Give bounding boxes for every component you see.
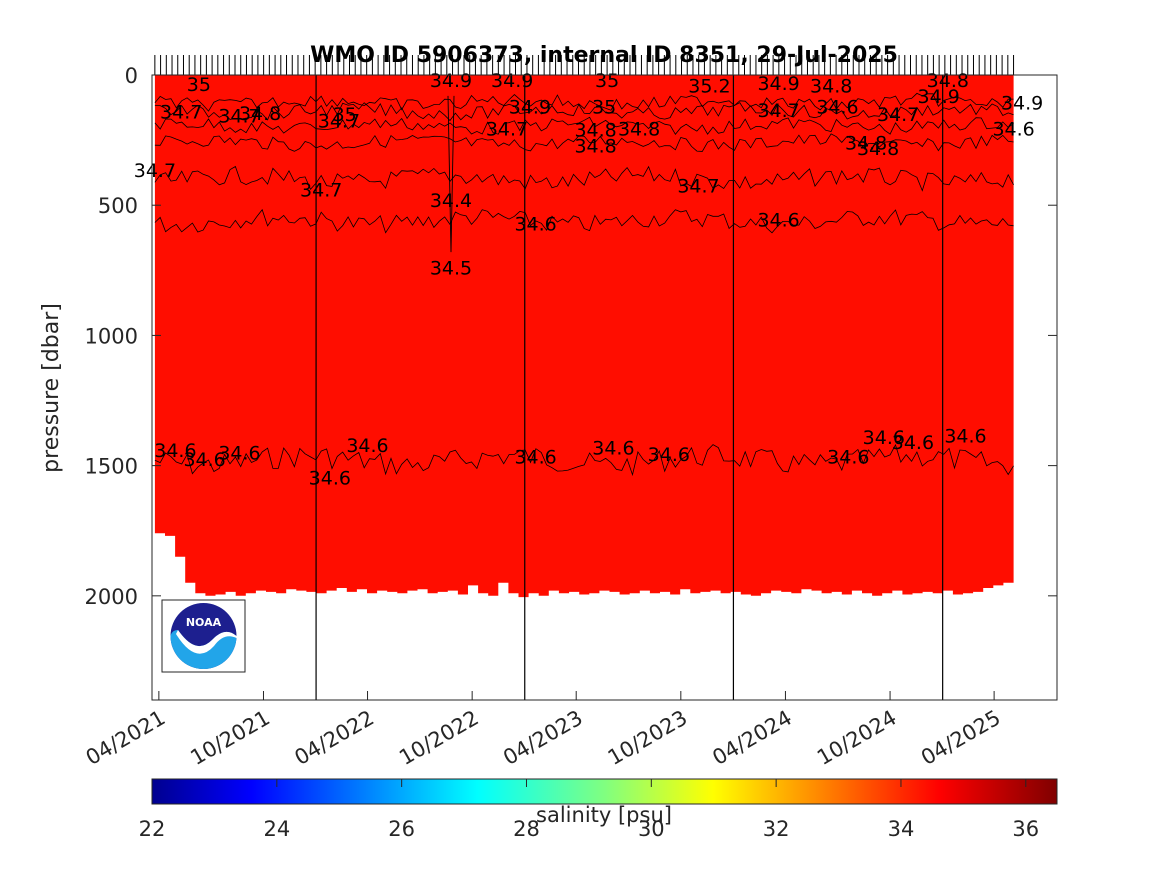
contour-line-35 (154, 92, 1014, 112)
contour-label: 35 (187, 74, 211, 96)
contour-spike (447, 95, 455, 253)
contour-label: 34.9 (509, 96, 551, 118)
contour-label: 34.6 (514, 213, 556, 235)
contour-label: 34.7 (877, 104, 919, 126)
profile-ticks (154, 55, 1015, 75)
contour-lines (154, 92, 1014, 477)
contour-label: 34.5 (430, 258, 472, 280)
contour-label: 34.8 (927, 70, 969, 92)
contour-label: 34.8 (239, 103, 281, 125)
noaa-logo: NOAA (161, 599, 246, 673)
colorbar-label: salinity [psu] (536, 803, 672, 827)
colorbar-tick-label: 36 (1012, 817, 1039, 841)
contour-label: 34.7 (677, 176, 719, 198)
contour-label: 34.6 (514, 447, 556, 469)
y-axis-label: pressure [dbar] (39, 303, 64, 473)
x-tick-label: 10/2023 (604, 706, 692, 770)
y-axis-ticks: 0 500 1000 1500 2000 (85, 64, 1057, 609)
x-tick-label: 10/2021 (186, 706, 274, 770)
contour-label: 34.7 (757, 100, 799, 122)
contour-line-34.8 (154, 133, 1014, 152)
contour-line-34.9 (154, 102, 1014, 122)
colorbar: 22 24 26 28 30 32 34 36 salinity [psu] (139, 778, 1058, 841)
salinity-field (154, 75, 1014, 598)
contour-label: 34.6 (648, 444, 690, 466)
contour-line-34.6 (154, 443, 1014, 477)
y-tick-label: 1000 (85, 324, 138, 348)
contour-label: 34.6 (827, 447, 869, 469)
contour-line-34.6 (154, 208, 1014, 234)
y-tick-label: 500 (98, 194, 138, 218)
x-tick-label: 04/2021 (82, 706, 170, 770)
plot-frame (151, 74, 1058, 701)
colorbar-ticks: 22 24 26 28 30 32 34 36 (139, 779, 1039, 841)
contour-label: 34.6 (816, 96, 858, 118)
contour-label: 34.9 (1001, 92, 1043, 114)
colorbar-gradient (151, 778, 1058, 805)
y-tick-label: 1500 (85, 455, 138, 479)
contour-label: 34.8 (810, 75, 852, 97)
contour-label: 34.7 (160, 102, 202, 124)
contour-label: 34.6 (592, 437, 634, 459)
contour-label: 34.6 (757, 210, 799, 232)
contour-label: 34.4 (430, 190, 472, 212)
colorbar-tick-label: 34 (888, 817, 915, 841)
contour-label: 34.8 (574, 120, 616, 142)
contour-label: 34.6 (944, 426, 986, 448)
contour-label: 34.6 (863, 427, 905, 449)
contour-label: 34.7 (486, 118, 528, 140)
colorbar-tick-label: 24 (263, 817, 290, 841)
contour-label: 34.6 (183, 449, 225, 471)
contour-label: 34.6 (346, 435, 388, 457)
noaa-logo-text: NOAA (186, 616, 222, 629)
contour-line-34.7 (154, 165, 1014, 192)
contour-label: 34.6 (309, 467, 351, 489)
y-tick-label: 2000 (85, 585, 138, 609)
contour-label: 34.6 (992, 118, 1034, 140)
x-tick-label: 04/2022 (290, 706, 378, 770)
x-axis-ticks: 04/2021 10/2021 04/2022 10/2022 04/2023 10/20… (82, 691, 1005, 770)
x-tick-label: 04/2023 (499, 706, 587, 770)
salinity-fill (154, 75, 1014, 598)
colorbar-tick-label: 30 (638, 817, 665, 841)
contour-label: 35.2 (688, 75, 730, 97)
contour-line-34.8 (154, 116, 1014, 136)
x-tick-label: 10/2024 (813, 706, 901, 770)
y-tick-label: 0 (125, 64, 138, 88)
colorbar-tick-label: 26 (388, 817, 415, 841)
contour-label: 34.7 (300, 180, 342, 202)
year-divider-lines (315, 75, 944, 700)
contour-label: 34.8 (845, 133, 887, 155)
contour-label: 34.7 (318, 111, 360, 133)
contour-label: 34.9 (757, 73, 799, 95)
contour-label: 35 (333, 104, 357, 126)
contour-label: 34.9 (491, 70, 533, 92)
contour-label: 35 (595, 70, 619, 92)
contour-label: 34.6 (218, 443, 260, 465)
contour-label: 34.9 (918, 86, 960, 108)
contour-label: 34.6 (892, 432, 934, 454)
contour-label: 34.9 (430, 70, 472, 92)
x-tick-label: 10/2022 (395, 706, 483, 770)
colorbar-tick-label: 22 (139, 817, 166, 841)
contour-label: 34.8 (618, 118, 660, 140)
contour-label: 34.8 (574, 135, 616, 157)
contour-label: 35 (592, 96, 616, 118)
x-tick-label: 04/2025 (917, 706, 1005, 770)
colorbar-tick-label: 28 (513, 817, 540, 841)
contour-label: 34.8 (857, 138, 899, 160)
contour-label: 34.7 (134, 160, 176, 182)
contour-label: 34.6 (154, 440, 196, 462)
x-tick-label: 04/2024 (708, 706, 796, 770)
contour-label: 34.7 (218, 105, 260, 127)
chart-title: WMO ID 5906373, internal ID 8351, 29-Jul… (310, 43, 898, 68)
colorbar-tick-label: 32 (763, 817, 790, 841)
